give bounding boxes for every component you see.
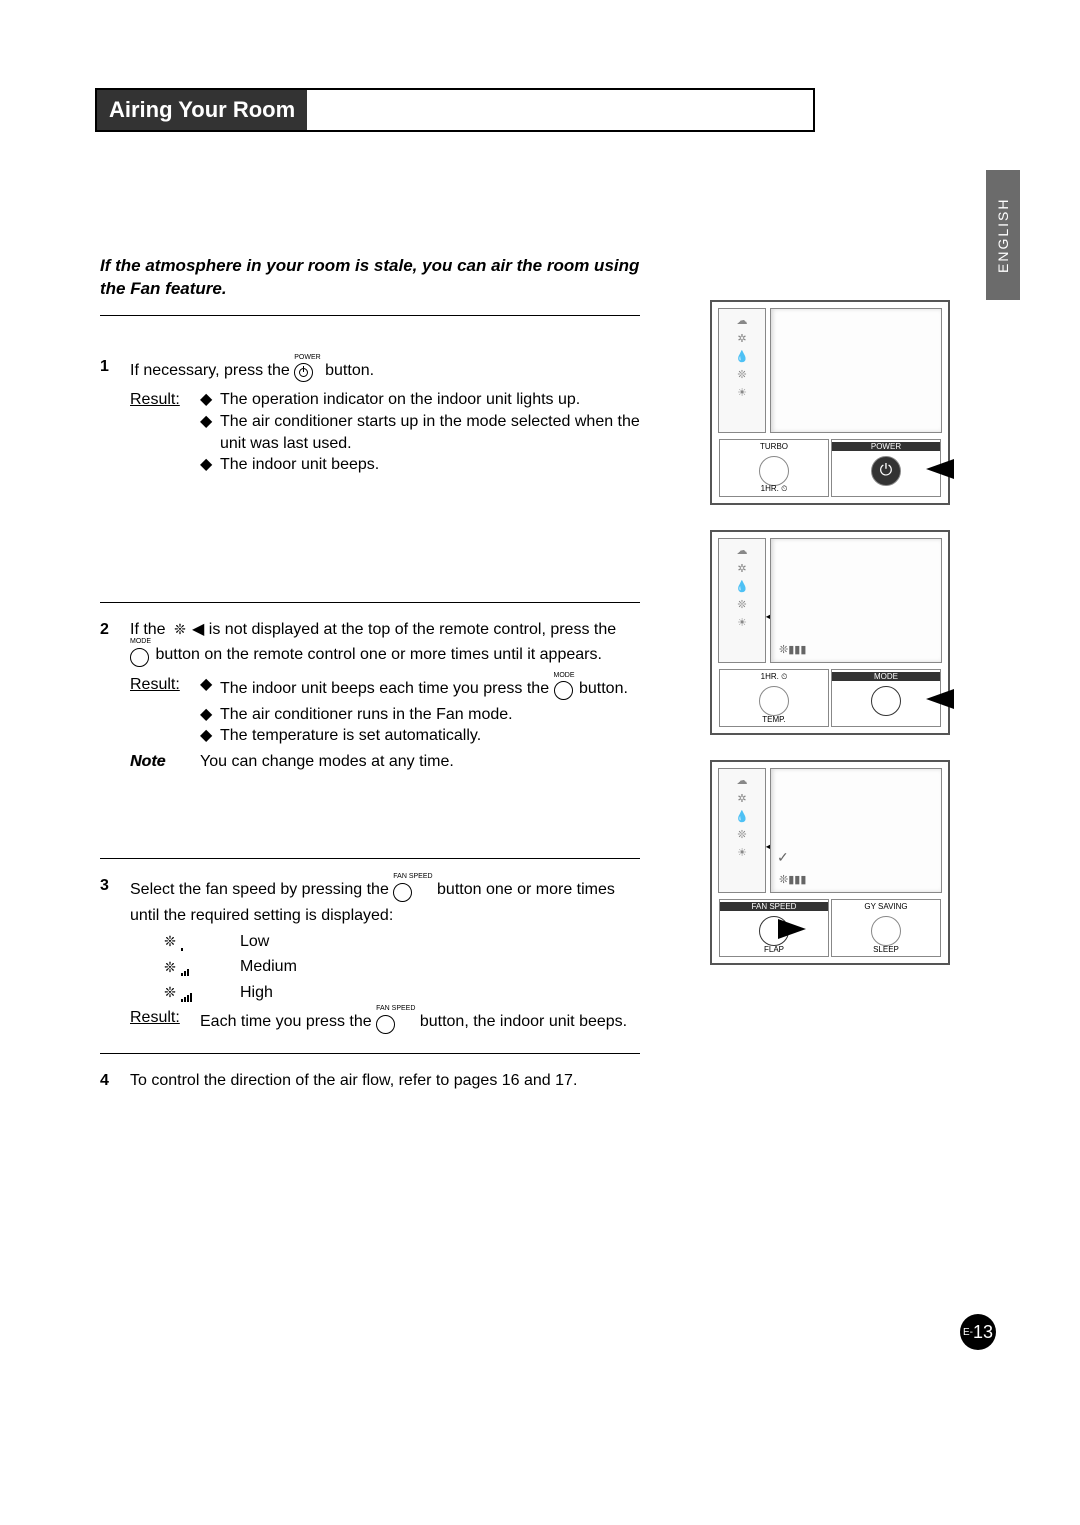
intro-text: If the atmosphere in your room is stale,… bbox=[100, 255, 640, 316]
button-row: FAN SPEED FLAP GY SAVING SLEEP bbox=[718, 899, 942, 957]
gysaving-cell: GY SAVING SLEEP bbox=[831, 899, 941, 957]
mode-strip: ☁✲💧❊☀ bbox=[718, 308, 766, 433]
pointer-icon bbox=[926, 689, 954, 709]
bullet-icon: ◆ bbox=[200, 411, 220, 433]
mode-button-icon: MODE bbox=[130, 638, 151, 668]
text: If necessary, press the bbox=[130, 362, 294, 379]
bullet-text: The indoor unit beeps each time you pres… bbox=[220, 674, 628, 704]
fan-level-low: ❊ Low bbox=[160, 931, 640, 953]
result-block: Result: ◆ The indoor unit beeps each tim… bbox=[130, 674, 640, 747]
step-number: 3 bbox=[100, 875, 130, 1037]
fan-icon: ❊ bbox=[160, 983, 180, 1002]
mode-button-icon: MODE bbox=[554, 672, 575, 702]
text: Select the fan speed by pressing the bbox=[130, 881, 393, 898]
illustration-remote-1: ☁✲💧❊☀ TURBO 1HR. ⏲ POWER bbox=[710, 300, 950, 505]
fan-icon: ❊ bbox=[160, 958, 180, 977]
mode-strip: ☁✲💧❊☀ ◀ bbox=[718, 768, 766, 893]
mode-cell: MODE bbox=[831, 669, 941, 727]
step-4: 4 To control the direction of the air fl… bbox=[100, 1054, 640, 1108]
onehr-cell: 1HR. ⏲ TEMP. bbox=[719, 669, 829, 727]
step-body: To control the direction of the air flow… bbox=[130, 1070, 640, 1092]
step-2: 2 If the ❊◀ is not displayed at the top … bbox=[100, 603, 640, 860]
fan-icon: ❊ bbox=[160, 932, 180, 951]
bullet-text: The air conditioner runs in the Fan mode… bbox=[220, 704, 513, 726]
fan-level-medium: ❊ Medium bbox=[160, 956, 640, 978]
remote-screen bbox=[770, 308, 942, 433]
turbo-cell: TURBO 1HR. ⏲ bbox=[719, 439, 829, 497]
text: is not displayed at the top of the remot… bbox=[209, 621, 616, 638]
fan-icon: ❊ bbox=[170, 620, 190, 639]
power-cell: POWER bbox=[831, 439, 941, 497]
text: button. bbox=[325, 362, 374, 379]
illustration-remote-2: ☁✲💧❊☀ ◀ ❊▮▮▮ 1HR. ⏲ TEMP. MODE bbox=[710, 530, 950, 735]
pointer-icon bbox=[926, 459, 954, 479]
bullet-text: The air conditioner starts up in the mod… bbox=[220, 411, 640, 454]
step-body: If the ❊◀ is not displayed at the top of… bbox=[130, 619, 640, 843]
page-title: Airing Your Room bbox=[97, 90, 307, 130]
fan-level-label: High bbox=[240, 982, 273, 1004]
step-body: Select the fan speed by pressing the FAN… bbox=[130, 875, 640, 1037]
remote-screen: ❊▮▮▮ ✓ bbox=[770, 768, 942, 893]
text: To control the direction of the air flow… bbox=[130, 1072, 577, 1089]
bullet-text: The indoor unit beeps. bbox=[220, 454, 379, 476]
bullet-list: ◆The operation indicator on the indoor u… bbox=[200, 389, 640, 475]
fanspeed-button-icon: FAN SPEED bbox=[393, 873, 432, 903]
note-text: You can change modes at any time. bbox=[200, 751, 454, 773]
page: Airing Your Room ENGLISH If the atmosphe… bbox=[0, 0, 1080, 1525]
text: If the bbox=[130, 621, 170, 638]
text: button on the remote control one or more… bbox=[155, 646, 601, 663]
result-label: Result: bbox=[130, 674, 200, 747]
step-1: 1 If necessary, press the POWER button. … bbox=[100, 340, 640, 603]
fanspeed-button-icon: FAN SPEED bbox=[376, 1005, 415, 1035]
step-body: If necessary, press the POWER button. Re… bbox=[130, 356, 640, 586]
step-3: 3 Select the fan speed by pressing the F… bbox=[100, 859, 640, 1054]
mode-strip: ☁✲💧❊☀ ◀ bbox=[718, 538, 766, 663]
fan-level-label: Medium bbox=[240, 956, 297, 978]
button-row: 1HR. ⏲ TEMP. MODE bbox=[718, 669, 942, 727]
page-number-badge: E-13 bbox=[960, 1314, 996, 1350]
button-row: TURBO 1HR. ⏲ POWER bbox=[718, 439, 942, 497]
arrow-icon: ◀ bbox=[192, 619, 204, 641]
bullet-list: ◆ The indoor unit beeps each time you pr… bbox=[200, 674, 640, 747]
bullet-icon: ◆ bbox=[200, 704, 220, 726]
note-block: Note You can change modes at any time. bbox=[130, 751, 640, 773]
bullet-icon: ◆ bbox=[200, 454, 220, 476]
illustration-remote-3: ☁✲💧❊☀ ◀ ❊▮▮▮ ✓ FAN SPEED FLAP GY SAVING … bbox=[710, 760, 950, 965]
step-number: 4 bbox=[100, 1070, 130, 1092]
power-button-icon: POWER bbox=[294, 354, 320, 384]
bullet-icon: ◆ bbox=[200, 725, 220, 747]
fan-level-high: ❊ High bbox=[160, 982, 640, 1004]
result-text: Each time you press the FAN SPEED button… bbox=[200, 1007, 627, 1037]
pointer-icon bbox=[778, 919, 806, 939]
result-block: Result: Each time you press the FAN SPEE… bbox=[130, 1007, 640, 1037]
remote-screen: ❊▮▮▮ bbox=[770, 538, 942, 663]
step-number: 1 bbox=[100, 356, 130, 586]
content-column: If the atmosphere in your room is stale,… bbox=[100, 255, 640, 1108]
result-block: Result: ◆The operation indicator on the … bbox=[130, 389, 640, 475]
bullet-icon: ◆ bbox=[200, 674, 220, 696]
fanspeed-cell: FAN SPEED FLAP bbox=[719, 899, 829, 957]
bullet-text: The temperature is set automatically. bbox=[220, 725, 481, 747]
bullet-text: The operation indicator on the indoor un… bbox=[220, 389, 580, 411]
step-number: 2 bbox=[100, 619, 130, 843]
result-label: Result: bbox=[130, 1007, 200, 1037]
note-label: Note bbox=[130, 751, 200, 773]
bullet-icon: ◆ bbox=[200, 389, 220, 411]
fan-level-label: Low bbox=[240, 931, 269, 953]
language-tab: ENGLISH bbox=[986, 170, 1020, 300]
result-label: Result: bbox=[130, 389, 200, 475]
title-bar: Airing Your Room bbox=[95, 88, 815, 132]
